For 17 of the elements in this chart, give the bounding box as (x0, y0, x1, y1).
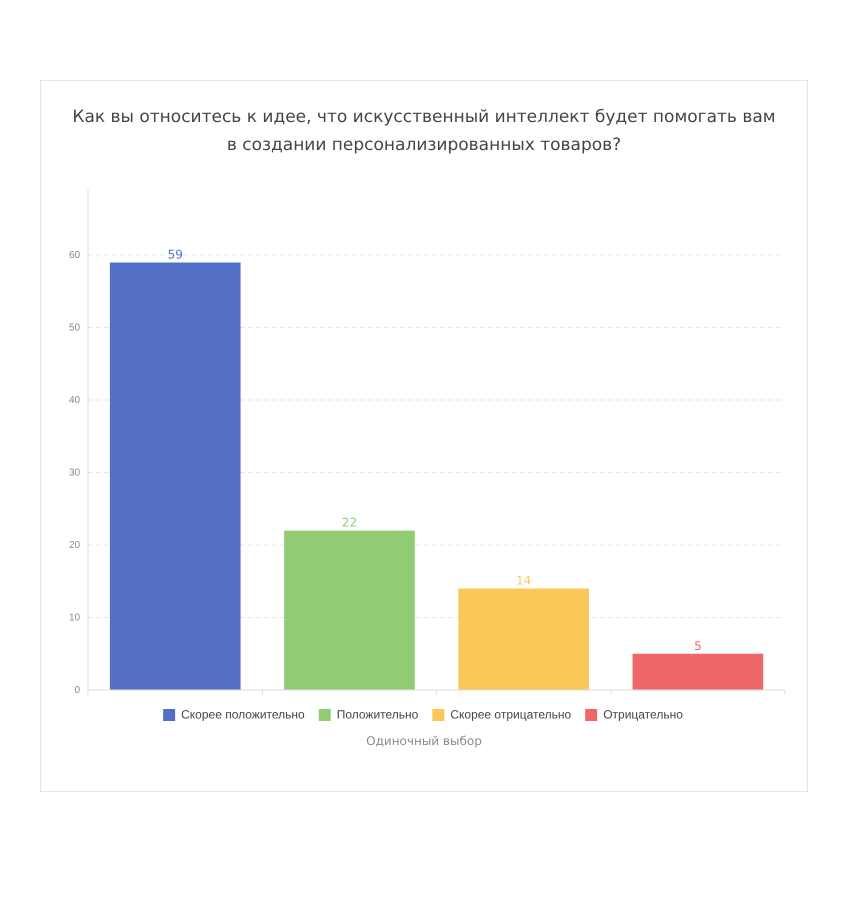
data-label: 22 (342, 516, 358, 530)
legend-label: Скорее положительно (181, 707, 306, 722)
legend-label: Положительно (336, 707, 419, 722)
y-tick-label: 50 (69, 322, 81, 334)
data-label: 14 (516, 574, 532, 588)
y-tick-label: 20 (69, 540, 81, 551)
y-tick-label: 40 (69, 394, 81, 406)
text: Одиночный выбор (365, 734, 483, 748)
y-tick-label: 30 (69, 467, 81, 478)
legend-label: Скорее отрицательно (450, 707, 572, 722)
y-tick-label: 60 (69, 250, 81, 261)
y-tick-label: 0 (74, 684, 81, 696)
data-label: 59 (168, 248, 183, 262)
y-tick-label: 10 (69, 612, 81, 624)
data-label: 5 (694, 638, 702, 653)
chart-title: Как вы относитесь к идее, что искусственный интеллект будет помогать вам в создании персонализированных товаров? (71, 106, 777, 157)
legend-label: Отрицательно (603, 707, 684, 722)
